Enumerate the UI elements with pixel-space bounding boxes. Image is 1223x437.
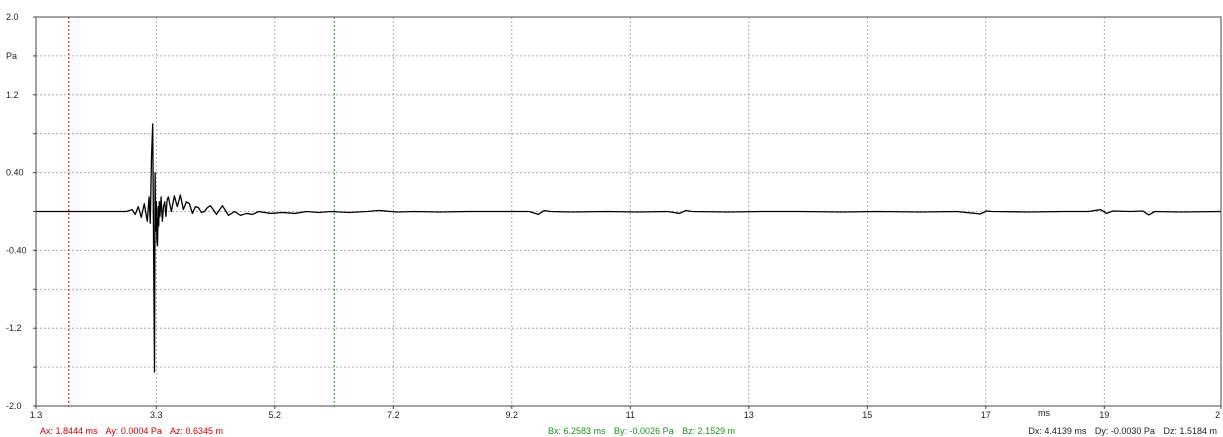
cursor-a-z: Az: 0.6345 m — [169, 426, 223, 436]
y-tick-label: 2.0 — [6, 12, 19, 22]
x-axis-ticks: 1.3 3.3 5.2 7.2 9.2 11 13 15 17 19 2 — [30, 406, 1222, 420]
x-tick-label: 1.3 — [30, 410, 43, 420]
x-tick-label: 13 — [744, 410, 754, 420]
y-tick-label: -1.2 — [6, 323, 22, 333]
x-tick-label: 5.2 — [269, 410, 282, 420]
x-tick-label: 17 — [981, 410, 991, 420]
x-tick-label: 3.3 — [150, 410, 163, 420]
delta-z: Dz: 1.5184 m — [1163, 426, 1217, 436]
x-tick-label: 19 — [1099, 410, 1109, 420]
waveform-trace — [36, 123, 1222, 373]
cursor-b-x: Bx: 6.2583 ms — [548, 426, 606, 436]
y-tick-label: Pa — [6, 51, 17, 61]
y-tick-label: -2.0 — [6, 401, 22, 411]
cursor-delta-readout: Dx: 4.4139 ms Dy: -0.0030 Pa Dz: 1.5184 … — [1028, 426, 1217, 436]
y-tick-label: 1.2 — [6, 90, 19, 100]
y-axis-ticks: 2.0 Pa 1.2 0.40 -0.40 -1.2 -2.0 — [6, 12, 36, 411]
y-tick-label: -0.40 — [6, 245, 27, 255]
cursor-a-x: Ax: 1.8444 ms — [40, 426, 98, 436]
y-tick-label: 0.40 — [6, 168, 24, 178]
x-tick-label: 2 — [1215, 410, 1220, 420]
cursor-a-y: Ay: 0.0004 Pa — [105, 426, 162, 436]
x-tick-label: 7.2 — [387, 410, 400, 420]
delta-y: Dy: -0.0030 Pa — [1094, 426, 1155, 436]
trace-layer — [36, 123, 1222, 373]
x-tick-label: 9.2 — [506, 410, 519, 420]
delta-x: Dx: 4.4139 ms — [1028, 426, 1087, 436]
x-tick-label: 15 — [862, 410, 872, 420]
cursor-b-y: By: -0.0026 Pa — [614, 426, 674, 436]
x-tick-label: 11 — [626, 410, 635, 420]
x-unit-label: ms — [1038, 408, 1050, 418]
cursor-b-readout: Bx: 6.2583 ms By: -0.0026 Pa Bz: 2.1529 … — [548, 426, 735, 436]
cursor-b-z: Bz: 2.1529 m — [682, 426, 736, 436]
cursors[interactable] — [68, 17, 335, 406]
cursor-a-readout: Ax: 1.8444 ms Ay: 0.0004 Pa Az: 0.6345 m — [40, 426, 223, 436]
